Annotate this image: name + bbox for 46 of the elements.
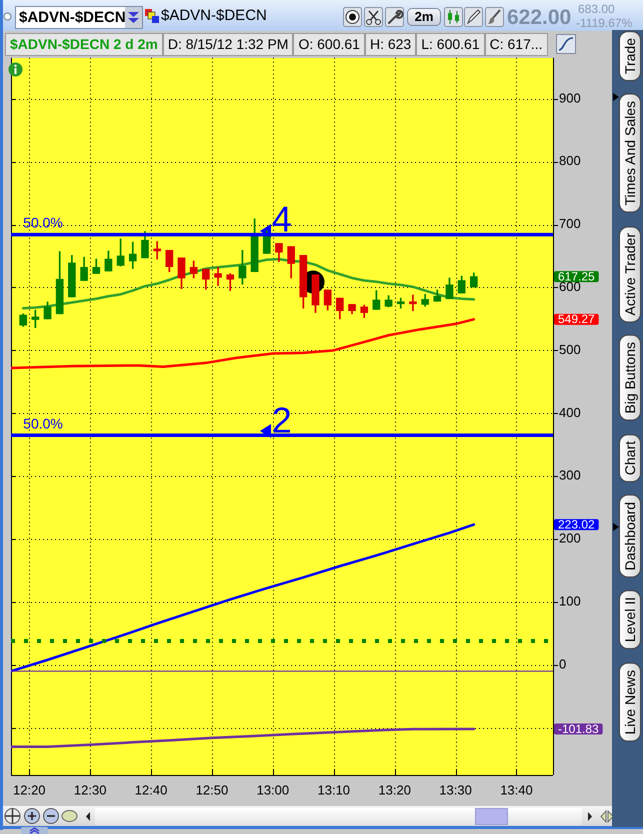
candlestick <box>409 294 417 312</box>
annotation: 50.0% <box>23 214 63 231</box>
annotation: 4 <box>272 198 292 240</box>
chart-title: $ADVN-$DECN 2 d 2m <box>5 33 163 56</box>
x-tick-label: 13:30 <box>439 782 472 798</box>
y-tick-label: 700 <box>559 216 581 232</box>
text: 622.00 <box>507 6 572 30</box>
side-tab: Big Buttons <box>619 335 641 421</box>
x-tick-label: 12:20 <box>12 782 46 798</box>
y-tick-label: 300 <box>559 468 581 483</box>
x-tick-label: 13:00 <box>256 782 290 798</box>
interval-button: 2m <box>407 8 441 26</box>
text: L: 600.61 <box>416 33 485 56</box>
y-tick-label: 200 <box>559 530 581 546</box>
y-tick-label: 800 <box>559 153 581 168</box>
x-tick-label: 12:40 <box>134 782 168 798</box>
text: $ADVN-$DECN <box>161 7 267 24</box>
x-tick-label: 13:40 <box>500 782 533 798</box>
annotation: 50.0% <box>23 415 63 432</box>
annotation: 2 <box>272 399 292 440</box>
side-tab: Active Trader <box>619 226 641 322</box>
text: D: 8/15/12 1:32 PM <box>162 33 294 56</box>
text: O: 600.61 <box>293 33 365 56</box>
y-tick-label: 0 <box>559 656 566 672</box>
side-tab: Times And Sales <box>619 94 641 213</box>
text: -1119.67% <box>576 16 632 30</box>
text: 549.27 <box>558 312 596 326</box>
text: -101.83 <box>558 722 600 736</box>
x-tick-label: 13:10 <box>317 782 350 798</box>
side-tab: Trade <box>619 31 641 82</box>
side-tab: Live News <box>619 662 641 742</box>
x-tick-label: 12:30 <box>74 782 106 798</box>
side-tab: Dashboard <box>619 494 641 578</box>
candlestick <box>214 266 222 286</box>
text: 683.00 <box>578 2 615 16</box>
y-tick-label: 900 <box>559 90 581 106</box>
y-tick-label: 400 <box>559 404 581 420</box>
y-tick-label: 100 <box>559 594 581 609</box>
text: C: 617... <box>484 33 548 56</box>
text: 223.02 <box>558 517 596 532</box>
side-tab: Level II <box>619 590 641 650</box>
x-tick-label: 12:50 <box>196 782 228 798</box>
y-tick-label: 500 <box>559 342 581 357</box>
side-tab: Chart <box>619 434 641 482</box>
x-tick-label: 13:20 <box>378 782 411 798</box>
text: H: 623 <box>364 33 416 56</box>
